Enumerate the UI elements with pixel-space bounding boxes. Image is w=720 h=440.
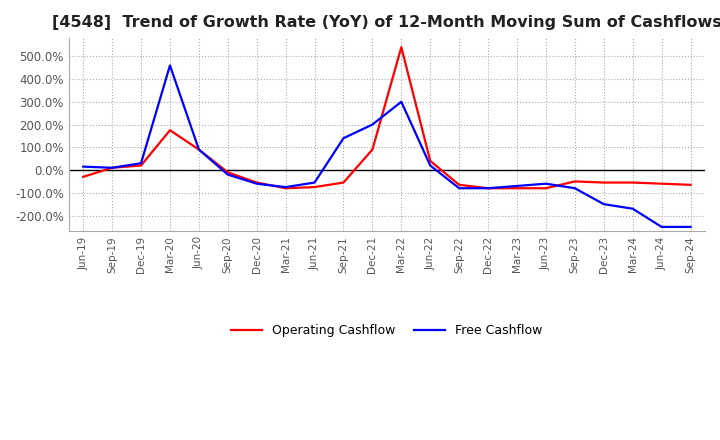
- Free Cashflow: [484, 186, 492, 191]
- Operating Cashflow: [137, 163, 145, 168]
- Operating Cashflow: [570, 179, 579, 184]
- Free Cashflow: [686, 224, 695, 230]
- Operating Cashflow: [455, 182, 464, 187]
- Free Cashflow: [368, 122, 377, 127]
- Free Cashflow: [137, 161, 145, 166]
- Operating Cashflow: [310, 184, 319, 190]
- Operating Cashflow: [657, 181, 666, 186]
- Free Cashflow: [600, 202, 608, 207]
- Free Cashflow: [570, 186, 579, 191]
- Free Cashflow: [339, 136, 348, 141]
- Free Cashflow: [108, 165, 117, 170]
- Operating Cashflow: [253, 180, 261, 185]
- Line: Operating Cashflow: Operating Cashflow: [84, 47, 690, 188]
- Operating Cashflow: [484, 186, 492, 191]
- Free Cashflow: [629, 206, 637, 211]
- Operating Cashflow: [194, 147, 203, 152]
- Operating Cashflow: [282, 186, 290, 191]
- Operating Cashflow: [79, 174, 88, 180]
- Free Cashflow: [282, 184, 290, 190]
- Free Cashflow: [541, 181, 550, 186]
- Free Cashflow: [455, 186, 464, 191]
- Operating Cashflow: [166, 128, 174, 133]
- Free Cashflow: [397, 99, 405, 104]
- Operating Cashflow: [108, 165, 117, 170]
- Free Cashflow: [166, 63, 174, 68]
- Operating Cashflow: [629, 180, 637, 185]
- Free Cashflow: [657, 224, 666, 230]
- Operating Cashflow: [541, 186, 550, 191]
- Legend: Operating Cashflow, Free Cashflow: Operating Cashflow, Free Cashflow: [226, 319, 548, 342]
- Free Cashflow: [513, 183, 521, 189]
- Free Cashflow: [223, 172, 232, 177]
- Operating Cashflow: [426, 158, 435, 164]
- Operating Cashflow: [513, 186, 521, 191]
- Operating Cashflow: [397, 44, 405, 50]
- Free Cashflow: [194, 147, 203, 152]
- Free Cashflow: [310, 180, 319, 185]
- Operating Cashflow: [368, 147, 377, 152]
- Free Cashflow: [79, 164, 88, 169]
- Line: Free Cashflow: Free Cashflow: [84, 66, 690, 227]
- Operating Cashflow: [600, 180, 608, 185]
- Operating Cashflow: [686, 182, 695, 187]
- Title: [4548]  Trend of Growth Rate (YoY) of 12-Month Moving Sum of Cashflows: [4548] Trend of Growth Rate (YoY) of 12-…: [52, 15, 720, 30]
- Free Cashflow: [253, 181, 261, 186]
- Operating Cashflow: [223, 170, 232, 175]
- Operating Cashflow: [339, 180, 348, 185]
- Free Cashflow: [426, 163, 435, 168]
